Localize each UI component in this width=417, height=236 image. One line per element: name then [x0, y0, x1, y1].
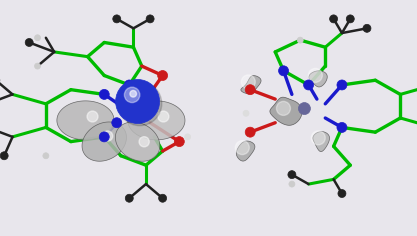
Circle shape [113, 15, 121, 23]
Circle shape [346, 15, 354, 23]
Polygon shape [128, 101, 185, 140]
Circle shape [118, 82, 162, 126]
Circle shape [146, 15, 154, 23]
Circle shape [139, 137, 149, 147]
Circle shape [158, 194, 167, 202]
Circle shape [125, 194, 133, 202]
Circle shape [299, 103, 310, 114]
Circle shape [174, 137, 184, 147]
Circle shape [304, 80, 314, 90]
Circle shape [329, 15, 338, 23]
Polygon shape [270, 97, 302, 125]
Polygon shape [236, 141, 255, 161]
Circle shape [124, 80, 134, 90]
Circle shape [43, 153, 49, 159]
Circle shape [0, 152, 8, 160]
Polygon shape [82, 122, 126, 161]
Circle shape [185, 134, 191, 140]
Circle shape [245, 85, 255, 95]
Circle shape [241, 75, 255, 89]
Polygon shape [57, 101, 114, 140]
Circle shape [243, 110, 249, 116]
Circle shape [158, 71, 168, 80]
Polygon shape [313, 132, 329, 152]
Polygon shape [116, 122, 160, 161]
Circle shape [363, 24, 371, 32]
Circle shape [276, 101, 291, 115]
Circle shape [116, 80, 160, 123]
Circle shape [35, 35, 40, 41]
Circle shape [25, 38, 33, 46]
Circle shape [158, 111, 169, 122]
Circle shape [99, 132, 109, 142]
Circle shape [99, 89, 109, 99]
Circle shape [245, 127, 255, 137]
Circle shape [130, 90, 136, 97]
Circle shape [311, 131, 325, 145]
Circle shape [124, 87, 140, 103]
Circle shape [112, 118, 122, 128]
Circle shape [288, 171, 296, 179]
Circle shape [279, 66, 289, 76]
Polygon shape [241, 76, 261, 94]
Circle shape [308, 68, 322, 82]
Circle shape [35, 63, 40, 69]
Circle shape [235, 141, 249, 155]
Circle shape [297, 37, 303, 43]
Polygon shape [309, 71, 327, 87]
Circle shape [87, 111, 98, 122]
Circle shape [337, 122, 347, 132]
Circle shape [338, 190, 346, 198]
Circle shape [337, 80, 347, 90]
Circle shape [103, 131, 113, 141]
Circle shape [289, 181, 295, 187]
